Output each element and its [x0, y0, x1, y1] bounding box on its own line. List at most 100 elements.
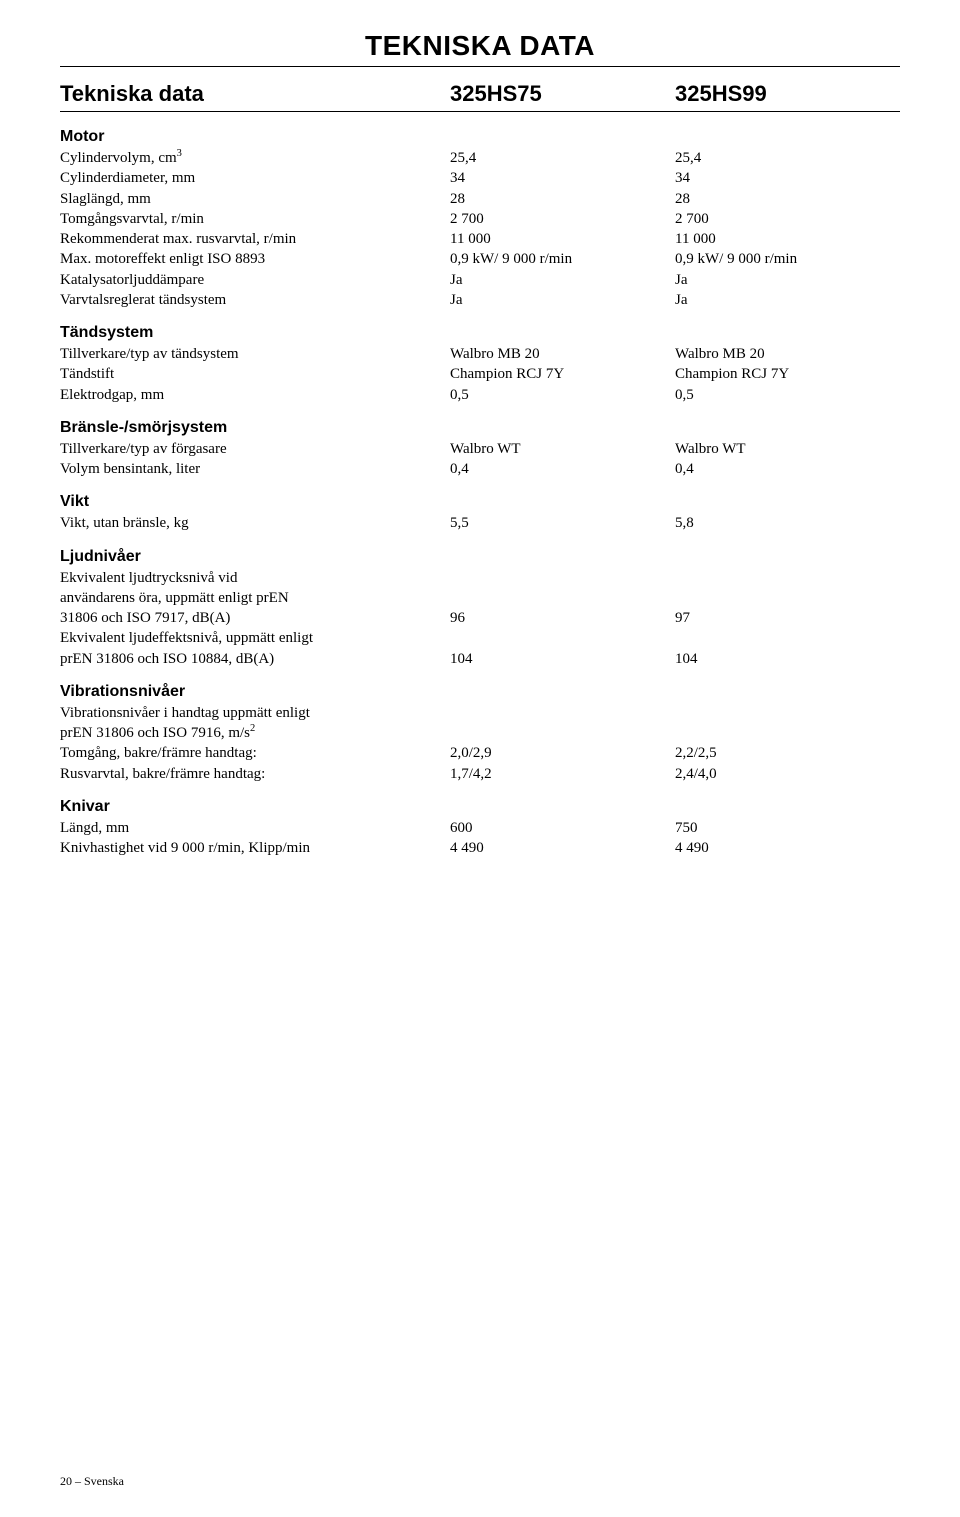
- data-row: Tomgångsvarvtal, r/min2 7002 700: [60, 209, 900, 229]
- row-value-a: 2,0/2,9: [450, 743, 675, 763]
- data-row: Max. motoreffekt enligt ISO 88930,9 kW/ …: [60, 249, 900, 269]
- row-value-a: [450, 568, 675, 588]
- section-title: Motor: [60, 128, 900, 146]
- row-label: Tillverkare/typ av tändsystem: [60, 344, 450, 364]
- row-value-b: 0,5: [675, 385, 900, 405]
- top-rule: [60, 66, 900, 67]
- sections-container: MotorCylindervolym, cm325,425,4Cylinderd…: [60, 128, 900, 858]
- row-label: Elektrodgap, mm: [60, 385, 450, 405]
- row-label: Max. motoreffekt enligt ISO 8893: [60, 249, 450, 269]
- row-value-a: 0,4: [450, 459, 675, 479]
- row-value-b: 2 700: [675, 209, 900, 229]
- data-row: Cylindervolym, cm325,425,4: [60, 148, 900, 168]
- section-title: Vibrationsnivåer: [60, 683, 900, 701]
- row-value-b: [675, 703, 900, 723]
- row-value-b: 5,8: [675, 513, 900, 533]
- row-value-b: [675, 588, 900, 608]
- row-label: Tändstift: [60, 364, 450, 384]
- page-footer: 20 – Svenska: [60, 1474, 124, 1489]
- row-value-a: Walbro WT: [450, 439, 675, 459]
- row-value-a: Ja: [450, 270, 675, 290]
- header-col-a: 325HS75: [450, 81, 675, 107]
- data-row: Cylinderdiameter, mm3434: [60, 168, 900, 188]
- row-label: 31806 och ISO 7917, dB(A): [60, 608, 450, 628]
- header-col-b: 325HS99: [675, 81, 900, 107]
- data-row: TändstiftChampion RCJ 7YChampion RCJ 7Y: [60, 364, 900, 384]
- section-title: Tändsystem: [60, 324, 900, 342]
- row-label: Tomgång, bakre/främre handtag:: [60, 743, 450, 763]
- row-value-a: 34: [450, 168, 675, 188]
- row-value-b: [675, 723, 900, 743]
- row-value-a: Walbro MB 20: [450, 344, 675, 364]
- header-rule: [60, 111, 900, 112]
- data-row: Tillverkare/typ av tändsystemWalbro MB 2…: [60, 344, 900, 364]
- row-label: Knivhastighet vid 9 000 r/min, Klipp/min: [60, 838, 450, 858]
- data-row: prEN 31806 och ISO 7916, m/s2: [60, 723, 900, 743]
- section-title: Vikt: [60, 493, 900, 511]
- data-row: Tillverkare/typ av förgasareWalbro WTWal…: [60, 439, 900, 459]
- row-label: Längd, mm: [60, 818, 450, 838]
- row-value-b: 25,4: [675, 148, 900, 168]
- row-value-b: Walbro WT: [675, 439, 900, 459]
- data-row: Tomgång, bakre/främre handtag:2,0/2,92,2…: [60, 743, 900, 763]
- section-title: Bränsle-/smörjsystem: [60, 419, 900, 437]
- row-label: Vikt, utan bränsle, kg: [60, 513, 450, 533]
- row-value-b: 104: [675, 649, 900, 669]
- row-label: Cylinderdiameter, mm: [60, 168, 450, 188]
- row-value-a: [450, 588, 675, 608]
- row-value-b: 750: [675, 818, 900, 838]
- row-value-b: 0,4: [675, 459, 900, 479]
- row-value-b: 2,4/4,0: [675, 764, 900, 784]
- row-value-b: 11 000: [675, 229, 900, 249]
- row-label: Tillverkare/typ av förgasare: [60, 439, 450, 459]
- row-value-b: 34: [675, 168, 900, 188]
- data-row: användarens öra, uppmätt enligt prEN: [60, 588, 900, 608]
- page: TEKNISKA DATA Tekniska data 325HS75 325H…: [0, 0, 960, 1517]
- data-row: Elektrodgap, mm0,50,5: [60, 385, 900, 405]
- document-title: TEKNISKA DATA: [60, 30, 900, 62]
- row-value-a: 1,7/4,2: [450, 764, 675, 784]
- row-value-a: Ja: [450, 290, 675, 310]
- data-row: KatalysatorljuddämpareJaJa: [60, 270, 900, 290]
- row-label: Ekvivalent ljudtrycksnivå vid: [60, 568, 450, 588]
- data-row: 31806 och ISO 7917, dB(A)9697: [60, 608, 900, 628]
- data-row: Slaglängd, mm2828: [60, 189, 900, 209]
- row-value-b: Ja: [675, 270, 900, 290]
- data-row: Ekvivalent ljudtrycksnivå vid: [60, 568, 900, 588]
- row-value-a: 0,9 kW/ 9 000 r/min: [450, 249, 675, 269]
- data-row: Volym bensintank, liter0,40,4: [60, 459, 900, 479]
- data-row: Knivhastighet vid 9 000 r/min, Klipp/min…: [60, 838, 900, 858]
- row-label: prEN 31806 och ISO 7916, m/s2: [60, 723, 450, 743]
- row-value-a: 2 700: [450, 209, 675, 229]
- row-value-b: 2,2/2,5: [675, 743, 900, 763]
- data-row: Rekommenderat max. rusvarvtal, r/min 11 0…: [60, 229, 900, 249]
- row-label: Tomgångsvarvtal, r/min: [60, 209, 450, 229]
- row-label: Rusvarvtal, bakre/främre handtag:: [60, 764, 450, 784]
- data-row: Ekvivalent ljudeffektsnivå, uppmätt enli…: [60, 628, 900, 648]
- row-label: Cylindervolym, cm3: [60, 148, 450, 168]
- row-value-a: 96: [450, 608, 675, 628]
- row-value-a: 4 490: [450, 838, 675, 858]
- row-value-a: 25,4: [450, 148, 675, 168]
- data-row: Varvtalsreglerat tändsystemJaJa: [60, 290, 900, 310]
- row-value-a: 600: [450, 818, 675, 838]
- row-value-a: 5,5: [450, 513, 675, 533]
- data-row: prEN 31806 och ISO 10884, dB(A)104104: [60, 649, 900, 669]
- row-label: Vibrationsnivåer i handtag uppmätt enlig…: [60, 703, 450, 723]
- data-row: Vibrationsnivåer i handtag uppmätt enlig…: [60, 703, 900, 723]
- row-label: Ekvivalent ljudeffektsnivå, uppmätt enli…: [60, 628, 450, 648]
- row-value-a: 28: [450, 189, 675, 209]
- section-title: Knivar: [60, 798, 900, 816]
- row-value-b: [675, 628, 900, 648]
- header-label: Tekniska data: [60, 81, 450, 107]
- row-label: Slaglängd, mm: [60, 189, 450, 209]
- row-label: prEN 31806 och ISO 10884, dB(A): [60, 649, 450, 669]
- row-value-b: 4 490: [675, 838, 900, 858]
- row-value-b: [675, 568, 900, 588]
- row-value-b: Walbro MB 20: [675, 344, 900, 364]
- row-label: Rekommenderat max. rusvarvtal, r/min: [60, 229, 450, 249]
- row-label: Volym bensintank, liter: [60, 459, 450, 479]
- column-header-row: Tekniska data 325HS75 325HS99: [60, 81, 900, 107]
- row-value-a: 0,5: [450, 385, 675, 405]
- row-value-a: 104: [450, 649, 675, 669]
